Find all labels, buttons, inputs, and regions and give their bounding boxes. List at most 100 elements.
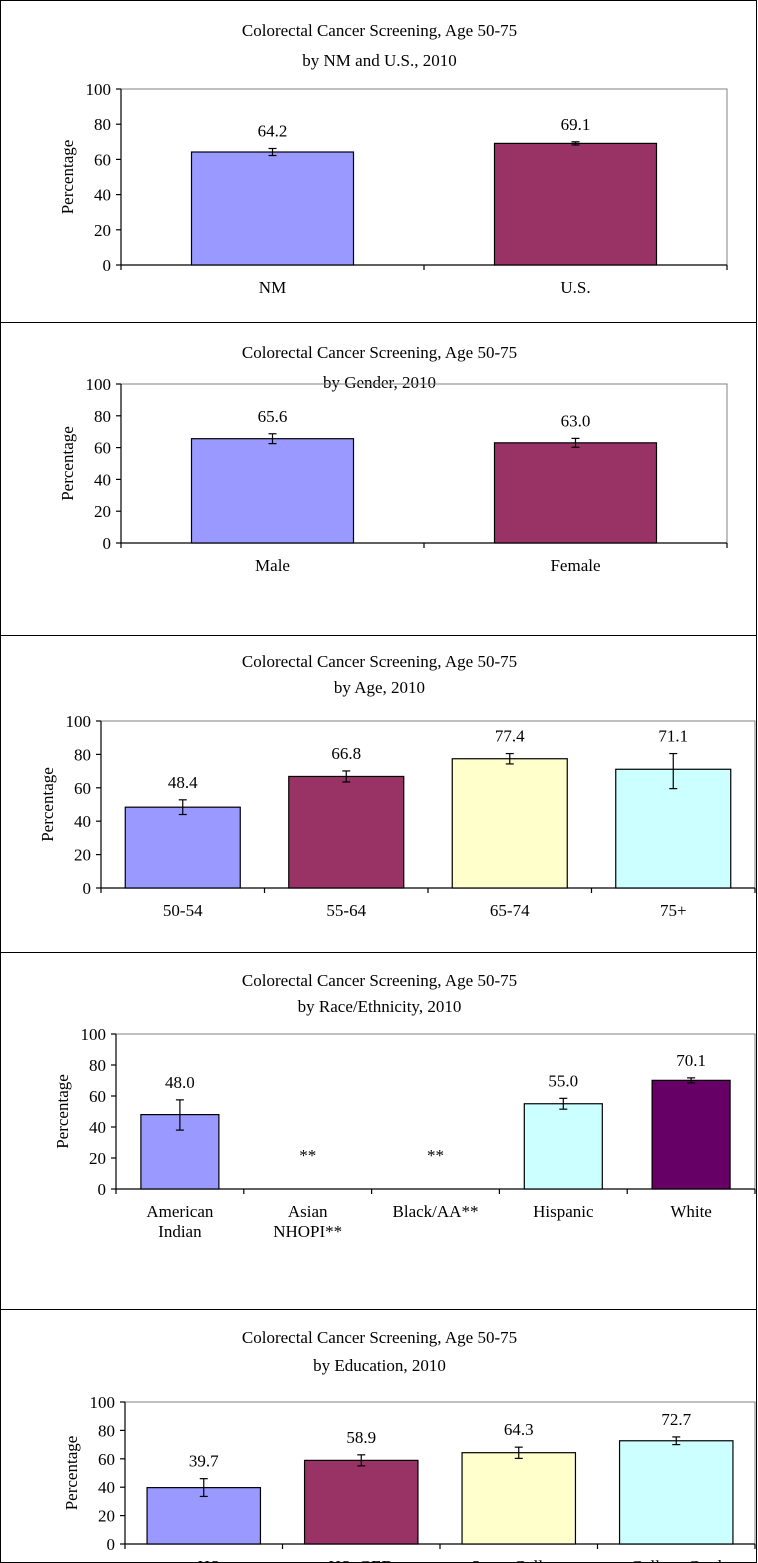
data-label: 70.1 [676, 1051, 706, 1070]
x-category-label: Indian [158, 1222, 202, 1241]
x-category-label: Some College [471, 1557, 567, 1562]
data-label: 64.3 [504, 1420, 534, 1439]
chart-plot: 0 20 40 60 80 100 Percentage 65.6 Male 63.0 Female [58, 375, 728, 575]
x-category-label: U.S. [560, 278, 590, 297]
y-tick-label: 0 [98, 1180, 107, 1199]
chart-subtitle: by Age, 2010 [333, 678, 426, 697]
x-category-label: 65-74 [490, 901, 530, 920]
chart-subtitle: by Gender, 2010 [322, 373, 437, 392]
y-tick-label: 20 [94, 221, 111, 240]
chart-subtitle: by NM and U.S., 2010 [302, 51, 457, 70]
bar [288, 775, 405, 889]
bar [303, 1459, 419, 1545]
y-tick-label: 40 [98, 1478, 115, 1497]
x-category-label: Male [255, 556, 290, 575]
data-label: 58.9 [346, 1428, 376, 1447]
data-label: 71.1 [658, 727, 688, 746]
chart-plot: 0 20 40 60 80 100 Percentage 64.2 NM 69.1 U.S. [58, 80, 728, 297]
y-tick-label: 0 [107, 1535, 116, 1554]
chart-panel-age: Colorectal Cancer Screening, Age 50-75 b… [0, 635, 757, 953]
bar [523, 1103, 603, 1190]
x-category-label: Female [550, 556, 600, 575]
x-category-label: NHOPI** [273, 1222, 342, 1241]
bar [124, 806, 241, 889]
chart-title: Colorectal Cancer Screening, Age 50-75 [241, 1328, 518, 1347]
chart-panel-race: Colorectal Cancer Screening, Age 50-75 b… [0, 952, 757, 1310]
data-label: 72.7 [661, 1410, 691, 1429]
data-label: 48.0 [165, 1073, 195, 1092]
bar [493, 142, 658, 266]
y-axis-label: Percentage [62, 1436, 81, 1511]
data-label: 65.6 [258, 407, 288, 426]
y-tick-label: 40 [89, 1118, 106, 1137]
x-category-label: <HS [188, 1557, 219, 1562]
y-tick-label: 60 [89, 1087, 106, 1106]
y-tick-label: 80 [74, 745, 91, 764]
y-tick-label: 40 [74, 812, 91, 831]
y-tick-label: 80 [89, 1056, 106, 1075]
y-tick-label: 0 [103, 534, 112, 553]
chart-title: Colorectal Cancer Screening, Age 50-75 [241, 971, 518, 990]
y-tick-label: 0 [103, 256, 112, 275]
y-tick-label: 60 [94, 439, 111, 458]
y-tick-label: 100 [90, 1393, 116, 1412]
data-label: 64.2 [258, 121, 288, 140]
y-tick-label: 20 [98, 1507, 115, 1526]
chart-plot: 0 20 40 60 80 100 Percentage 48.0 AmericanIndian… [53, 1025, 756, 1241]
data-label: 77.4 [495, 727, 525, 746]
y-tick-label: 20 [94, 502, 111, 521]
y-tick-label: 20 [89, 1149, 106, 1168]
data-label: 63.0 [561, 411, 591, 430]
chart-panel-nm-us: Colorectal Cancer Screening, Age 50-75 b… [0, 0, 757, 323]
y-axis-label: Percentage [58, 140, 77, 215]
bar [493, 442, 658, 544]
x-category-label: Black/AA** [393, 1202, 479, 1221]
chart-panel-education: Colorectal Cancer Screening, Age 50-75 b… [0, 1309, 757, 1563]
chart-title: Colorectal Cancer Screening, Age 50-75 [241, 652, 518, 671]
chart-plot: 0 20 40 60 80 100 Percentage 39.7 <HS 58.9 HS_GED 6… [62, 1393, 756, 1562]
x-category-label: American [146, 1202, 214, 1221]
y-tick-label: 40 [94, 186, 111, 205]
data-label: 48.4 [168, 773, 198, 792]
bar [461, 1452, 577, 1545]
x-category-label: White [670, 1202, 712, 1221]
y-tick-label: 40 [94, 470, 111, 489]
y-tick-label: 100 [86, 375, 112, 394]
bar [190, 438, 355, 544]
y-tick-label: 80 [98, 1421, 115, 1440]
bar [451, 758, 568, 889]
y-tick-label: 100 [66, 712, 92, 731]
chart-plot: 0 20 40 60 80 100 Percentage 48.4 50-54 66.8 55-64… [38, 712, 756, 920]
data-label: ** [299, 1146, 316, 1165]
chart-subtitle: by Race/Ethnicity, 2010 [297, 997, 462, 1016]
chart-title: Colorectal Cancer Screening, Age 50-75 [241, 21, 518, 40]
y-tick-label: 80 [94, 407, 111, 426]
data-label: 55.0 [548, 1071, 578, 1090]
y-axis-label: Percentage [58, 426, 77, 501]
bar [651, 1079, 731, 1190]
x-category-label: Hispanic [533, 1202, 594, 1221]
bar [618, 1440, 734, 1545]
data-label: 66.8 [331, 744, 361, 763]
data-label: 39.7 [189, 1452, 219, 1471]
x-category-label: Asian [288, 1202, 328, 1221]
y-axis-label: Percentage [38, 767, 57, 842]
data-label: ** [427, 1146, 444, 1165]
y-tick-label: 100 [86, 80, 112, 99]
x-category-label: HS_GED [329, 1557, 394, 1562]
y-tick-label: 80 [94, 115, 111, 134]
y-tick-label: 60 [98, 1450, 115, 1469]
x-category-label: 50-54 [163, 901, 203, 920]
y-tick-label: 60 [74, 779, 91, 798]
bar [190, 151, 355, 266]
chart-title: Colorectal Cancer Screening, Age 50-75 [241, 343, 518, 362]
chart-panel-gender: Colorectal Cancer Screening, Age 50-75 b… [0, 322, 757, 636]
y-tick-label: 100 [81, 1025, 107, 1044]
y-tick-label: 60 [94, 150, 111, 169]
x-category-label: 55-64 [326, 901, 366, 920]
chart-subtitle: by Education, 2010 [313, 1356, 446, 1375]
x-category-label: NM [259, 278, 286, 297]
y-axis-label: Percentage [53, 1074, 72, 1149]
y-tick-label: 20 [74, 846, 91, 865]
x-category-label: College Grad [631, 1557, 723, 1562]
